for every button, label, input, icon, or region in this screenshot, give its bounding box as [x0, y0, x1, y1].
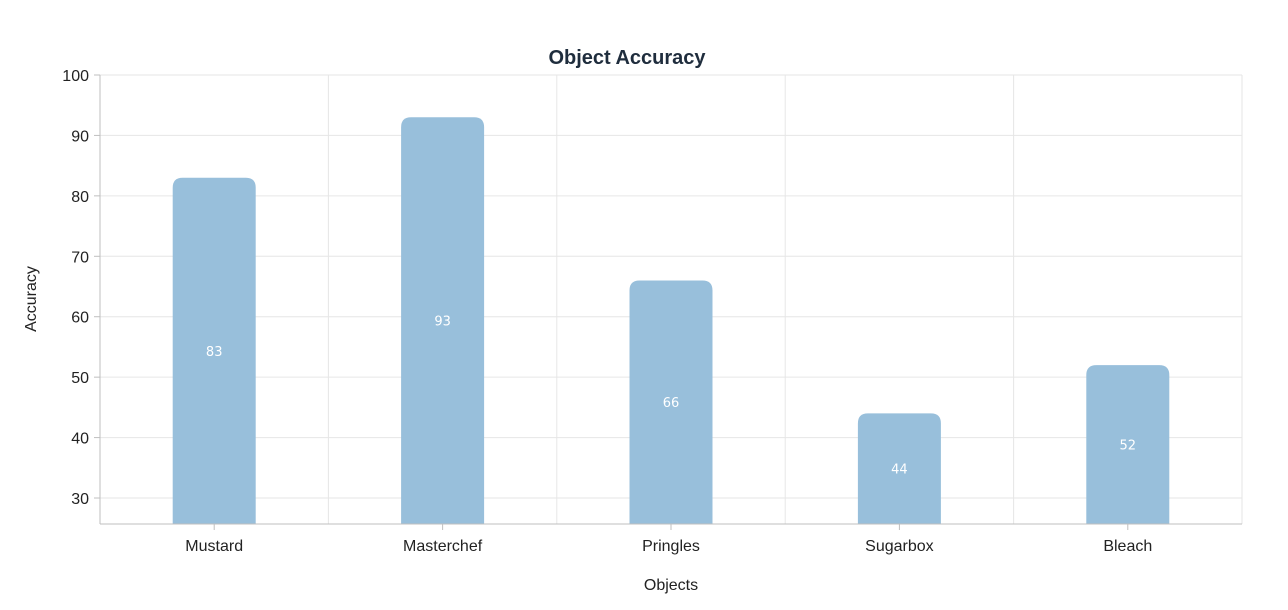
y-axis-ticks: 30 40 50 60 70 80 90 100 [62, 68, 100, 508]
grid [100, 74, 1243, 524]
bar-mustard [172, 177, 256, 524]
bar-value-label: 52 [1120, 439, 1137, 454]
y-axis-label: Accuracy [23, 266, 40, 332]
bars: 83 93 66 44 52 [172, 117, 1170, 524]
bar-value-label: 44 [891, 463, 908, 478]
x-axis-label: Objects [644, 577, 698, 594]
y-tick-label: 40 [71, 431, 89, 448]
y-tick-label: 80 [71, 189, 89, 206]
bar-sugarbox [857, 413, 941, 524]
bar-pringles [629, 280, 713, 524]
y-tick-label: 90 [71, 128, 89, 145]
y-tick-label: 100 [62, 68, 89, 85]
x-tick-label: Pringles [642, 538, 700, 555]
x-axis-ticks: Mustard Masterchef Pringles Sugarbox Bleach [185, 524, 1152, 555]
x-tick-label: Mustard [185, 538, 243, 555]
chart-title: Object Accuracy [548, 47, 706, 69]
x-tick-label: Bleach [1103, 538, 1152, 555]
x-tick-label: Masterchef [403, 538, 483, 555]
bar-value-label: 83 [206, 345, 223, 360]
y-tick-label: 70 [71, 249, 89, 266]
bar-value-label: 66 [663, 396, 680, 411]
y-tick-label: 50 [71, 370, 89, 387]
x-tick-label: Sugarbox [865, 538, 934, 555]
bar-masterchef [401, 117, 485, 524]
y-tick-label: 60 [71, 310, 89, 327]
y-tick-label: 30 [71, 491, 89, 508]
bar-value-label: 93 [434, 315, 451, 330]
bar-bleach [1086, 365, 1170, 524]
